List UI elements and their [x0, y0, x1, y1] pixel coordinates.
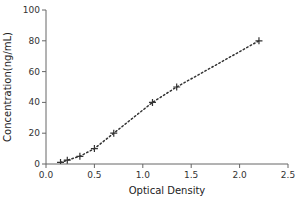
x-tick-label: 0.5 — [87, 170, 101, 180]
y-tick — [42, 10, 46, 11]
y-tick — [42, 40, 46, 41]
point — [110, 130, 117, 137]
x-tick-label: 2.0 — [232, 170, 247, 180]
point — [91, 145, 98, 152]
point — [173, 84, 180, 91]
y-axis-label: Concentration(ng/mL) — [2, 32, 13, 142]
x-axis — [46, 164, 288, 165]
y-tick-label: 80 — [29, 36, 41, 46]
y-tick-label: 40 — [29, 97, 41, 107]
plot-area — [57, 37, 262, 164]
y-axis — [46, 10, 47, 164]
x-tick — [239, 164, 240, 168]
x-tick-label: 1.5 — [184, 170, 198, 180]
y-tick — [42, 71, 46, 72]
line — [61, 41, 259, 163]
x-tick-label: 0.0 — [39, 170, 54, 180]
x-tick — [142, 164, 143, 168]
x-tick — [46, 164, 47, 168]
x-tick — [191, 164, 192, 168]
x-tick — [94, 164, 95, 168]
y-tick — [42, 133, 46, 134]
x-tick-label: 1.0 — [136, 170, 151, 180]
y-tick — [42, 164, 46, 165]
point — [57, 159, 64, 164]
point — [149, 99, 156, 106]
x-tick — [288, 164, 289, 168]
y-tick-label: 0 — [34, 159, 40, 169]
point — [255, 37, 262, 44]
point — [76, 153, 83, 160]
y-tick-label: 60 — [29, 67, 41, 77]
y-tick-label: 20 — [29, 128, 41, 138]
y-tick-label: 100 — [23, 5, 40, 15]
x-tick-label: 2.5 — [281, 170, 295, 180]
y-tick — [42, 102, 46, 103]
x-axis-label: Optical Density — [129, 185, 206, 196]
point — [64, 157, 71, 164]
chart: 0.0 0.5 1.0 1.5 2.0 2.5 0 20 40 60 80 100 Optical De… — [0, 0, 300, 200]
